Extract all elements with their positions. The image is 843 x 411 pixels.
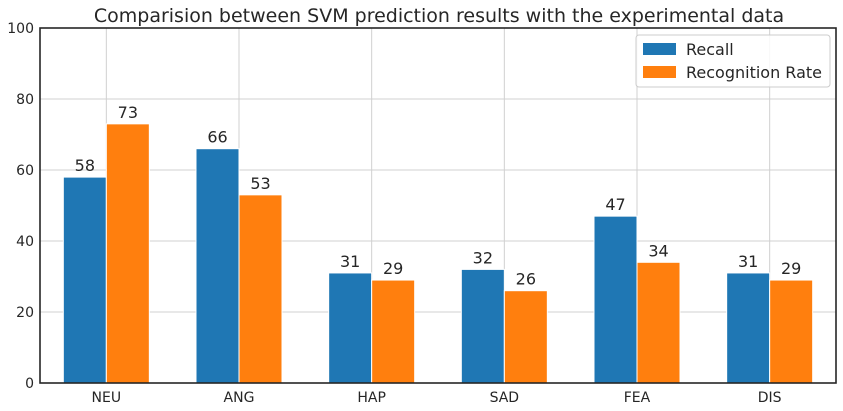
y-tick-label: 40 (16, 234, 34, 250)
bar-recognition-rate (105, 123, 150, 384)
bar-value-label: 31 (738, 252, 758, 271)
bar-recall (593, 215, 638, 384)
bar-value-label: 34 (648, 241, 668, 260)
x-tick-label: NEU (92, 390, 122, 406)
y-tick-label: 80 (16, 92, 34, 108)
y-tick-label: 0 (25, 376, 34, 392)
bar-recall (460, 268, 505, 384)
data-labels: 58 73 66 53 31 29 32 26 47 34 31 29 (75, 103, 802, 289)
bar-value-label: 66 (207, 128, 227, 147)
y-axis-ticks: 0 20 40 60 80 100 (7, 21, 34, 392)
bar-recognition-rate (238, 194, 283, 384)
bar-recognition-rate (503, 290, 548, 384)
bar-value-label: 73 (118, 103, 138, 122)
bar-value-label: 26 (516, 270, 536, 289)
bar-value-label: 32 (473, 248, 493, 267)
x-tick-label: SAD (490, 390, 520, 406)
bar-recall (328, 272, 373, 384)
y-tick-label: 100 (7, 21, 34, 37)
legend: Recall Recognition Rate (635, 34, 831, 88)
bar-recall (195, 148, 240, 384)
legend-swatch (643, 66, 676, 78)
legend-swatch (643, 43, 676, 55)
bar-value-label: 58 (75, 156, 95, 175)
bar-recall (62, 176, 107, 384)
bar-value-label: 53 (250, 174, 270, 193)
bar-value-label: 31 (340, 252, 360, 271)
bar-recall (726, 272, 771, 384)
bar-value-label: 29 (781, 259, 801, 278)
bars (62, 123, 814, 384)
bar-recognition-rate (769, 279, 814, 384)
x-axis-ticks: NEU ANG HAP SAD FEA DIS (92, 390, 782, 406)
y-tick-label: 60 (16, 163, 34, 179)
legend-box (635, 34, 831, 88)
x-tick-label: ANG (224, 390, 255, 406)
bar-recognition-rate (636, 261, 681, 384)
bar-value-label: 47 (605, 195, 625, 214)
bar-value-label: 29 (383, 259, 403, 278)
x-tick-label: HAP (357, 390, 386, 406)
bar-recognition-rate (371, 279, 416, 384)
legend-label: Recognition Rate (686, 63, 822, 82)
y-tick-label: 20 (16, 305, 34, 321)
x-tick-label: FEA (624, 390, 651, 406)
plot-frame (39, 27, 837, 384)
x-tick-label: DIS (758, 390, 782, 406)
chart-title: Comparision between SVM prediction resul… (94, 5, 784, 27)
legend-label: Recall (686, 40, 734, 59)
